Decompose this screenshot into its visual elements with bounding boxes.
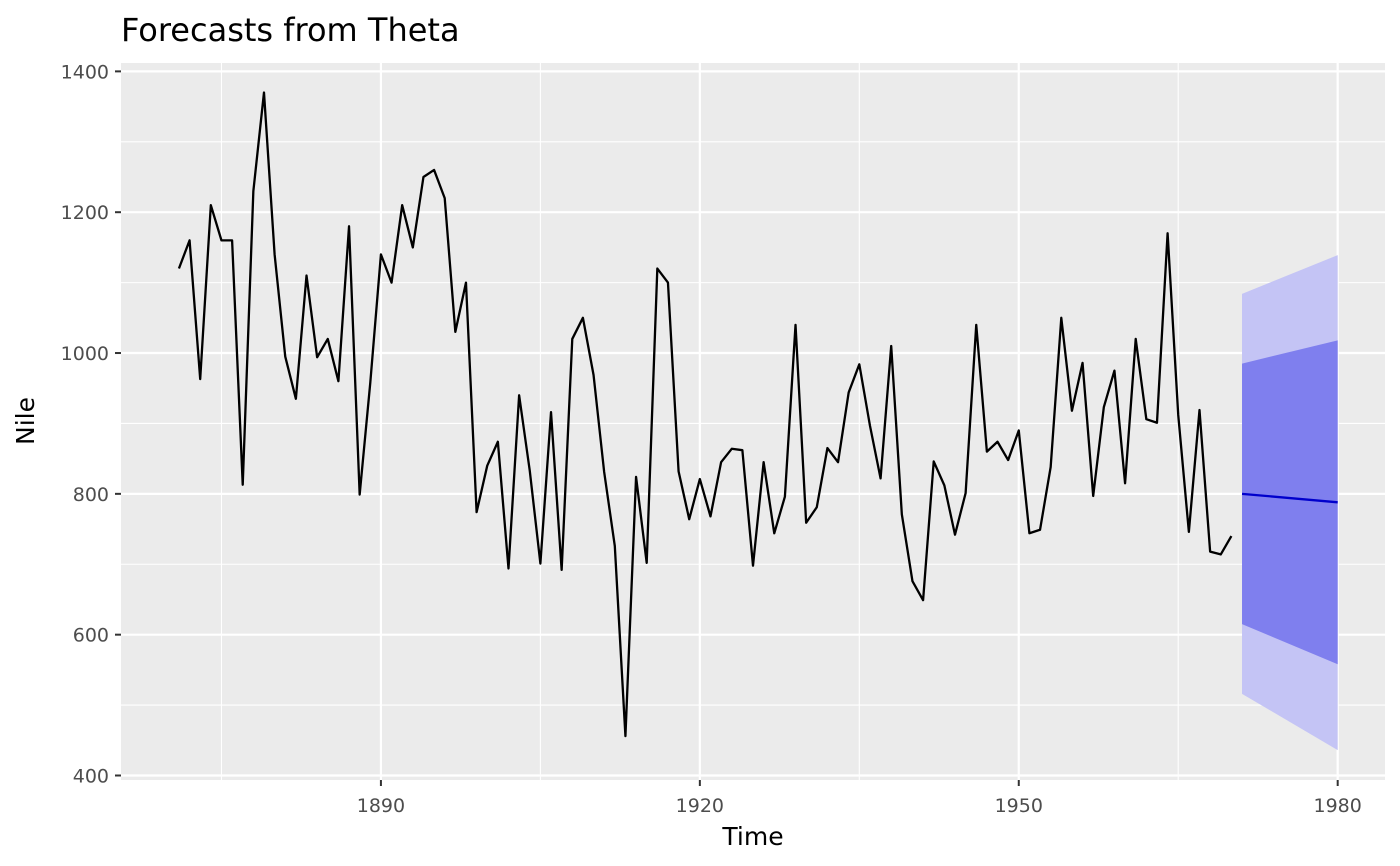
y-axis-title: Nile [11, 397, 40, 445]
x-tick-label: 1950 [995, 795, 1043, 817]
y-tick-label: 1200 [61, 202, 109, 224]
forecast-band-80 [1242, 340, 1338, 665]
axes: 1890 1920 1950 1980 400 600 800 1000 1200 1400 [61, 61, 1362, 817]
y-tick-label: 1400 [61, 61, 109, 83]
forecast-mean-line [1241, 492, 1338, 504]
x-tick-label: 1920 [676, 795, 724, 817]
y-tick-label: 600 [73, 625, 109, 647]
plot-panel [121, 63, 1385, 780]
y-tick-label: 400 [73, 765, 109, 787]
series-lines [177, 91, 1338, 738]
y-tick-label: 800 [73, 484, 109, 506]
chart-title: Forecasts from Theta [121, 11, 460, 49]
prediction-intervals [1242, 255, 1338, 751]
x-tick-label: 1890 [357, 795, 405, 817]
y-tick-label: 1000 [61, 343, 109, 365]
observed-series-line [177, 91, 1233, 738]
x-axis-title: Time [721, 822, 783, 851]
x-tick-label: 1980 [1314, 795, 1362, 817]
